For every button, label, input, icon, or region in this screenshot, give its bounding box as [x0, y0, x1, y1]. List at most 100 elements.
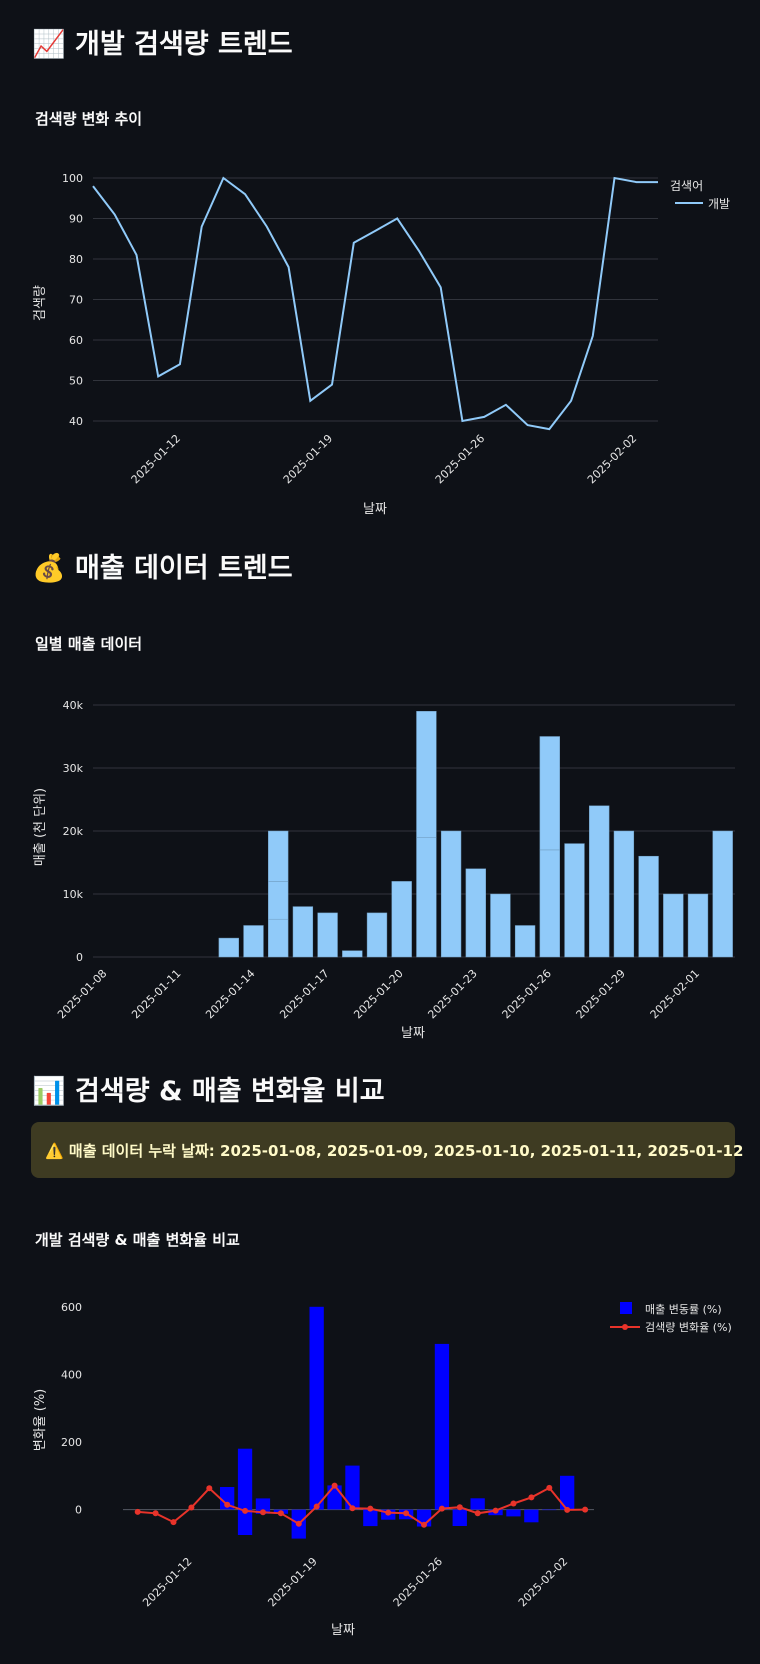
search-change-point-2025-01-28	[474, 1510, 481, 1517]
sales-bar-2025-01-21	[416, 711, 437, 838]
legend-entry: 개발	[708, 197, 730, 211]
sales-bar-2025-01-14	[243, 925, 264, 958]
sales-bar-2025-01-27	[564, 843, 585, 958]
x-axis-label: 날짜	[401, 1026, 425, 1041]
change-bar-2025-01-14	[220, 1487, 235, 1510]
y-axis-label: 검색량	[33, 285, 48, 321]
money-bag-icon: 💰	[32, 553, 66, 584]
sales-bar-2025-01-23	[465, 868, 486, 958]
change-bar-2025-01-20	[327, 1485, 342, 1510]
x-tick-label: 2025-01-26	[391, 1555, 445, 1609]
sales-bar-2025-01-28	[589, 805, 610, 958]
x-axis-label: 날짜	[363, 502, 387, 517]
change-bar-2025-01-16	[255, 1498, 271, 1510]
change-bar-2025-01-30	[506, 1509, 521, 1517]
line-chart-title: 검색량 변화 추이	[35, 110, 143, 128]
legend-line-label: 검색량 변화율 (%)	[645, 1321, 732, 1334]
search-change-point-2025-01-26	[438, 1505, 445, 1512]
x-axis-label: 날짜	[331, 1623, 355, 1638]
y-tick-label: 70	[69, 294, 83, 307]
sales-bar-2025-01-15	[268, 830, 289, 882]
sales-bar-2025-01-26	[539, 736, 560, 851]
search-change-point-2025-01-13	[206, 1485, 213, 1492]
search-change-point-2025-01-17	[277, 1510, 284, 1517]
change-bar-2025-01-21	[345, 1465, 360, 1510]
y-tick-label: 30k	[63, 762, 84, 775]
y-tick-label: 40k	[63, 699, 84, 712]
sales-trend-heading: 💰 매출 데이터 트렌드	[32, 553, 293, 584]
chart-up-icon: 📈	[32, 29, 66, 60]
y-tick-label: 80	[69, 253, 83, 266]
y-tick-label: 200	[61, 1436, 82, 1449]
compare-heading: 📊 검색량 & 매출 변화율 비교	[32, 1076, 385, 1107]
search-trend-heading: 📈 개발 검색량 트렌드	[32, 29, 293, 60]
bar-chart-icon: 📊	[32, 1076, 66, 1107]
sales-bar-2025-02-01	[687, 893, 709, 958]
search-change-point-2025-01-18	[295, 1520, 302, 1527]
sales-bar-2025-02-02	[712, 830, 733, 958]
legend-line-marker	[622, 1324, 628, 1330]
sales-bar-2025-01-16	[292, 906, 314, 958]
search-change-point-2025-01-14	[224, 1501, 231, 1508]
y-tick-label: 600	[61, 1301, 82, 1314]
legend-title: 검색어	[670, 179, 703, 193]
y-tick-label: 40	[69, 415, 83, 428]
x-tick-label: 2025-01-19	[265, 1555, 319, 1609]
sales-bar-2025-01-31	[663, 893, 684, 958]
x-tick-label: 2025-01-12	[140, 1555, 194, 1609]
search-change-point-2025-01-10	[152, 1510, 159, 1517]
search-change-point-2025-01-31	[528, 1494, 535, 1501]
search-change-point-2025-01-29	[492, 1507, 499, 1514]
search-change-point-2025-01-22	[367, 1505, 374, 1512]
y-tick-label: 50	[69, 375, 83, 388]
sales-bar-2025-01-22	[440, 830, 462, 958]
y-axis-label: 변화율 (%)	[33, 1389, 48, 1452]
search-change-point-2025-01-19	[313, 1503, 320, 1510]
warning-icon: ⚠️	[45, 1142, 64, 1160]
change-bar-2025-01-28	[470, 1498, 485, 1510]
search-change-line	[137, 1484, 586, 1527]
sales-bar-2025-01-24	[490, 893, 511, 958]
sales-bar-2025-01-30	[638, 855, 659, 958]
search-change-point-2025-02-02	[564, 1506, 571, 1513]
y-tick-label: 10k	[63, 888, 84, 901]
sales-bar-2025-01-25	[514, 925, 536, 958]
search-change-point-2025-01-20	[331, 1482, 338, 1489]
search-change-point-2025-01-16	[260, 1509, 266, 1516]
sales-bar-2025-01-20	[391, 881, 412, 958]
sales-bar-2025-01-29	[613, 830, 635, 958]
search-change-point-2025-02-01	[546, 1484, 553, 1491]
legend-bar-swatch	[620, 1302, 632, 1314]
search-change-point-2025-01-27	[456, 1504, 463, 1511]
change-bar-2025-01-19	[309, 1306, 324, 1510]
bar-chart-title: 일별 매출 데이터	[35, 635, 143, 653]
y-tick-label: 60	[69, 334, 83, 347]
search-change-point-2025-02-03	[582, 1506, 589, 1513]
change-bar-2025-01-27	[452, 1509, 467, 1526]
y-tick-label: 400	[61, 1368, 82, 1381]
sales-bar-2025-01-19	[366, 912, 388, 958]
search-change-point-2025-01-23	[385, 1509, 392, 1516]
y-tick-label: 0	[76, 951, 83, 964]
search-change-point-2025-01-11	[170, 1519, 177, 1526]
y-tick-label: 100	[62, 172, 83, 185]
y-axis-label: 매출 (천 단위)	[33, 788, 48, 866]
search-change-point-2025-01-21	[349, 1505, 356, 1512]
x-tick-label: 2025-02-02	[516, 1555, 570, 1609]
missing-data-warning: ⚠️ 매출 데이터 누락 날짜: 2025-01-08, 2025-01-09,…	[31, 1122, 743, 1178]
y-tick-label: 20k	[63, 825, 84, 838]
compare-chart-title: 개발 검색량 & 매출 변화율 비교	[35, 1231, 240, 1249]
search-change-point-2025-01-30	[510, 1500, 517, 1507]
change-bar-2025-01-15	[237, 1509, 253, 1535]
legend-bar-label: 매출 변동률 (%)	[645, 1303, 722, 1316]
search-change-point-2025-01-15	[242, 1507, 249, 1514]
sales-bar-2025-01-17	[317, 912, 338, 958]
search-change-point-2025-01-09	[134, 1508, 141, 1515]
change-bar-2025-02-02	[560, 1475, 575, 1510]
series-line-개발	[92, 176, 658, 431]
sales-bar-2025-01-18	[342, 950, 363, 958]
change-bar-2025-01-22	[363, 1509, 378, 1527]
